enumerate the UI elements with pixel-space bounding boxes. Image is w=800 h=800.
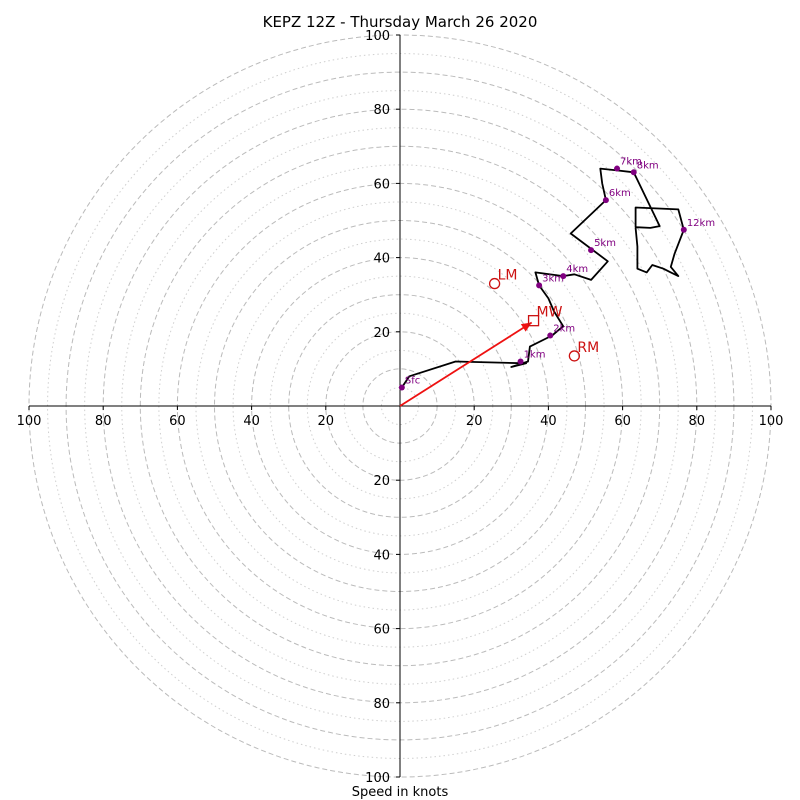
x-tick-label: 60 [169,414,186,429]
height-marker-point [614,165,621,172]
height-marker-label: 12km [687,218,715,229]
x-tick-label: 100 [759,414,784,429]
height-marker-point [602,197,609,204]
y-tick-label: 20 [373,326,390,341]
x-axis-label: Speed in knots [352,785,449,800]
height-marker-point [517,358,524,365]
storm-motion-label: RM [577,340,599,356]
y-tick-label: 80 [373,103,390,118]
x-tick-label: 80 [95,414,112,429]
height-marker-point [536,282,543,289]
x-tick-label: 80 [689,414,706,429]
storm-motion-marker [527,315,540,327]
y-tick-label: 60 [373,623,390,638]
x-tick-label: 100 [17,414,42,429]
axis-tick-labels: 100 80 60 40 20 20 40 60 80 100 100 80 60 40 20 20 40 60 8… [17,29,784,786]
x-tick-label: 40 [243,414,260,429]
x-tick-label: 20 [466,414,483,429]
height-marker-label: Sfc [405,375,420,386]
storm-motion-marker [488,277,501,290]
x-tick-label: 60 [614,414,631,429]
height-marker-label: 1km [524,349,546,360]
storm-motion-label: LM [498,268,518,284]
height-marker-label: 5km [594,238,616,249]
x-tick-label: 20 [318,414,335,429]
y-tick-label: 100 [365,771,390,786]
height-marker-label: 3km [542,273,564,284]
chart-title: KEPZ 12Z - Thursday March 26 2020 [263,13,538,31]
height-marker-label: 4km [566,264,588,275]
height-marker-point [588,247,595,254]
mean-wind-arrow [399,321,533,407]
hodograph-trace [401,167,685,388]
y-tick-label: 40 [373,252,390,267]
y-tick-label: 40 [373,548,390,563]
mean-wind-arrowhead [520,322,532,332]
y-tick-label: 100 [365,29,390,44]
height-marker-point [560,273,567,280]
storm-motions: LM MW RM [488,268,599,362]
height-marker-point [547,332,554,339]
height-marker-label: 8km [637,160,659,171]
y-tick-label: 20 [373,474,390,489]
height-marker-label: 6km [609,188,631,199]
height-marker-label: 2km [553,324,575,335]
storm-motion-label: MW [537,305,563,321]
height-marker-point [680,226,687,233]
storm-motion-marker [568,350,581,362]
height-marker-point [398,384,405,391]
y-tick-label: 60 [373,177,390,192]
height-marker-label: 7km [620,157,642,168]
y-tick-label: 80 [373,697,390,712]
height-marker-point [630,169,637,176]
x-tick-label: 40 [540,414,557,429]
